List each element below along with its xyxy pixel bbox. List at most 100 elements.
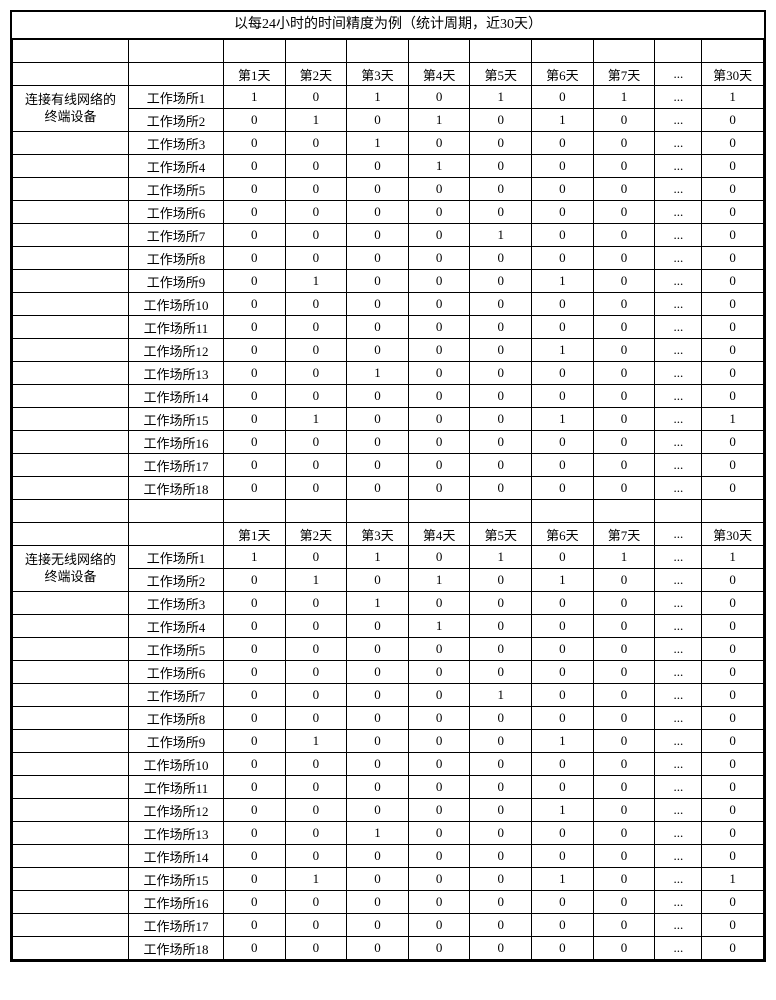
data-cell: 0 <box>470 868 532 891</box>
data-cell: 0 <box>408 937 470 960</box>
data-cell: 0 <box>347 270 409 293</box>
data-cell: 0 <box>593 155 655 178</box>
data-cell: 0 <box>347 707 409 730</box>
table-row: 工作场所110000000...0 <box>13 316 764 339</box>
data-cell: 0 <box>702 914 764 937</box>
data-cell: 0 <box>532 86 594 109</box>
data-cell: 1 <box>347 86 409 109</box>
data-cell: 0 <box>532 891 594 914</box>
data-cell: ... <box>655 201 702 224</box>
data-cell: 0 <box>347 638 409 661</box>
data-cell: 0 <box>408 132 470 155</box>
data-cell: 1 <box>408 109 470 132</box>
workplace-label: 工作场所15 <box>128 408 223 431</box>
data-cell: 0 <box>470 155 532 178</box>
blank-cell <box>13 822 129 845</box>
data-cell: 1 <box>347 546 409 569</box>
data-cell: 0 <box>593 661 655 684</box>
data-cell: 0 <box>702 822 764 845</box>
data-cell: 0 <box>223 178 285 201</box>
data-cell: 0 <box>532 362 594 385</box>
data-cell: 0 <box>347 615 409 638</box>
table-row: 工作场所110000000...0 <box>13 776 764 799</box>
data-cell: 0 <box>223 362 285 385</box>
data-cell: 0 <box>702 845 764 868</box>
data-cell: 0 <box>408 845 470 868</box>
data-cell: 0 <box>532 454 594 477</box>
table-row: 工作场所70000100...0 <box>13 684 764 707</box>
data-cell: 0 <box>532 592 594 615</box>
data-cell: 0 <box>702 109 764 132</box>
data-cell: 0 <box>470 937 532 960</box>
data-cell: ... <box>655 776 702 799</box>
data-cell: 1 <box>470 684 532 707</box>
table-row: 工作场所130010000...0 <box>13 822 764 845</box>
data-cell: 0 <box>285 707 347 730</box>
blank-cell <box>13 477 129 500</box>
data-cell: 1 <box>408 569 470 592</box>
workplace-label: 工作场所18 <box>128 937 223 960</box>
day-header: ... <box>655 523 702 546</box>
data-cell: 1 <box>470 86 532 109</box>
data-cell: 0 <box>593 293 655 316</box>
data-cell: 0 <box>532 293 594 316</box>
data-cell: 0 <box>347 891 409 914</box>
data-cell: 0 <box>532 661 594 684</box>
data-cell: ... <box>655 937 702 960</box>
blank-cell <box>408 500 470 523</box>
data-cell: 0 <box>593 799 655 822</box>
data-cell: 0 <box>347 477 409 500</box>
day-header: 第1天 <box>223 523 285 546</box>
data-cell: 1 <box>223 86 285 109</box>
data-cell: 0 <box>593 454 655 477</box>
data-cell: 0 <box>347 385 409 408</box>
data-cell: 0 <box>702 316 764 339</box>
workplace-label: 工作场所17 <box>128 914 223 937</box>
data-cell: 0 <box>223 845 285 868</box>
blank-cell <box>13 661 129 684</box>
data-cell: 0 <box>702 730 764 753</box>
blank-cell <box>13 799 129 822</box>
data-cell: 0 <box>223 615 285 638</box>
data-cell: 0 <box>408 891 470 914</box>
data-cell: 0 <box>223 937 285 960</box>
data-cell: 0 <box>532 385 594 408</box>
data-cell: 0 <box>285 799 347 822</box>
data-cell: 0 <box>223 132 285 155</box>
data-cell: 0 <box>702 178 764 201</box>
header-blank <box>13 63 129 86</box>
data-cell: 1 <box>408 615 470 638</box>
data-cell: 0 <box>408 431 470 454</box>
workplace-label: 工作场所7 <box>128 224 223 247</box>
day-header: 第6天 <box>532 523 594 546</box>
table-row: 工作场所30010000...0 <box>13 132 764 155</box>
data-cell: 0 <box>470 845 532 868</box>
blank-cell <box>13 776 129 799</box>
data-cell: 0 <box>593 845 655 868</box>
data-table: 第1天第2天第3天第4天第5天第6天第7天...第30天连接有线网络的终端设备工… <box>12 39 764 960</box>
data-cell: 0 <box>408 316 470 339</box>
workplace-label: 工作场所13 <box>128 822 223 845</box>
data-cell: 1 <box>470 224 532 247</box>
data-cell: ... <box>655 293 702 316</box>
workplace-label: 工作场所8 <box>128 707 223 730</box>
data-cell: 0 <box>593 707 655 730</box>
data-cell: ... <box>655 592 702 615</box>
data-cell: 0 <box>408 339 470 362</box>
data-cell: 0 <box>285 776 347 799</box>
data-cell: ... <box>655 132 702 155</box>
data-cell: 0 <box>347 201 409 224</box>
data-cell: 0 <box>347 408 409 431</box>
table-row: 工作场所100000000...0 <box>13 293 764 316</box>
data-cell: 0 <box>593 477 655 500</box>
blank-cell <box>13 293 129 316</box>
blank-cell <box>532 40 594 63</box>
workplace-label: 工作场所3 <box>128 592 223 615</box>
table-row: 工作场所100000000...0 <box>13 753 764 776</box>
data-cell: 0 <box>470 431 532 454</box>
data-cell: 1 <box>470 546 532 569</box>
data-cell: 0 <box>223 822 285 845</box>
data-cell: 0 <box>223 569 285 592</box>
blank-cell <box>532 500 594 523</box>
workplace-label: 工作场所9 <box>128 270 223 293</box>
